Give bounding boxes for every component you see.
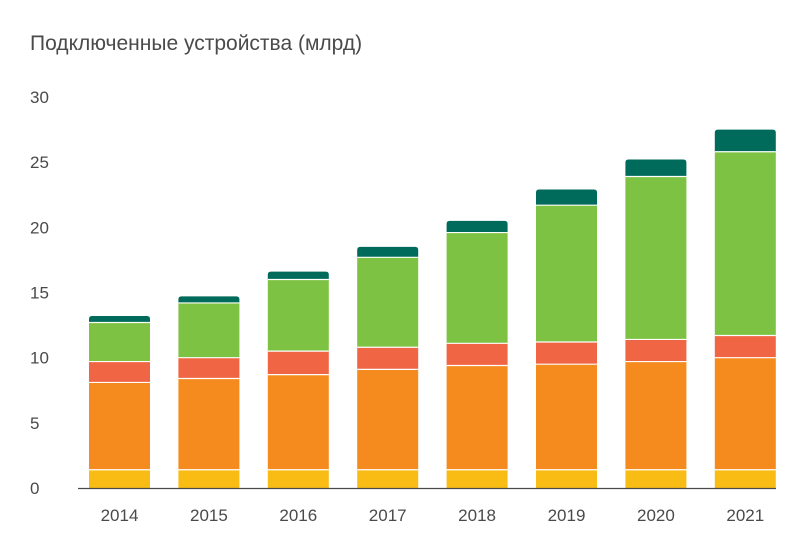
bar-stack-2014: [89, 315, 150, 488]
y-tick-label: 5: [30, 414, 39, 433]
bar-segment: [714, 151, 776, 336]
bar-stack-2018: [446, 220, 508, 488]
bar-segment: [714, 357, 776, 470]
bar-segment: [536, 342, 597, 365]
bar-segment: [357, 347, 419, 370]
bar-segment: [446, 343, 508, 366]
bar-segment: [267, 469, 329, 488]
bar-segment: [536, 364, 597, 470]
y-tick-label: 10: [30, 349, 49, 368]
bar-stack-2015: [178, 296, 240, 488]
bar-segment: [714, 469, 776, 488]
bar-segment: [267, 271, 329, 280]
bar-segment: [714, 129, 776, 152]
x-tick-label: 2017: [369, 506, 407, 525]
x-tick-label: 2016: [279, 506, 317, 525]
bar-segment: [536, 205, 597, 343]
bar-segment: [446, 232, 508, 344]
y-tick-label: 30: [30, 88, 49, 107]
bar-segment: [178, 469, 240, 488]
bar-segment: [178, 302, 240, 358]
bar-segment: [625, 159, 687, 177]
bar-segment: [357, 369, 419, 470]
bar-segment: [89, 315, 150, 323]
bar-segment: [89, 322, 150, 362]
y-tick-label: 15: [30, 284, 49, 303]
bar-segment: [625, 176, 687, 340]
x-tick-label: 2018: [458, 506, 496, 525]
bar-segment: [357, 246, 419, 258]
bar-stack-2019: [536, 189, 597, 488]
bar-segment: [714, 335, 776, 358]
bar-segment: [89, 469, 150, 488]
bar-segment: [625, 339, 687, 362]
bar-segment: [267, 279, 329, 352]
bar-segment: [357, 257, 419, 348]
x-axis: 2014 2015 2016 2017 2018 2019 2020 2021: [78, 487, 776, 525]
bar-segment: [536, 469, 597, 488]
y-tick-label: 20: [30, 218, 49, 237]
x-tick-label: 2020: [637, 506, 675, 525]
bar-segment: [446, 365, 508, 470]
bar-stack-2020: [625, 159, 687, 488]
bar-stack-2017: [357, 246, 419, 488]
bar-segment: [446, 469, 508, 488]
bar-segment: [625, 361, 687, 470]
bar-segment: [89, 361, 150, 383]
y-axis: 0 5 10 15 20 25 30: [30, 88, 49, 498]
bar-segment: [89, 382, 150, 470]
bar-segment: [357, 469, 419, 488]
x-tick-label: 2015: [190, 506, 228, 525]
bar-segment: [178, 296, 240, 303]
x-tick-label: 2014: [101, 506, 139, 525]
bar-segment: [536, 189, 597, 206]
x-tick-label: 2021: [726, 506, 764, 525]
bar-segment: [446, 220, 508, 233]
y-tick-label: 0: [30, 479, 39, 498]
bar-segment: [178, 378, 240, 470]
chart-title: Подключенные устройства (млрд): [30, 32, 363, 55]
bar-segment: [267, 351, 329, 375]
bar-segment: [178, 357, 240, 379]
bar-segment: [267, 374, 329, 470]
bar-segment: [625, 469, 687, 488]
bar-stack-2021: [714, 129, 776, 488]
bars: [89, 129, 776, 488]
y-tick-label: 25: [30, 153, 49, 172]
x-tick-label: 2019: [548, 506, 586, 525]
bar-stack-2016: [267, 271, 329, 488]
